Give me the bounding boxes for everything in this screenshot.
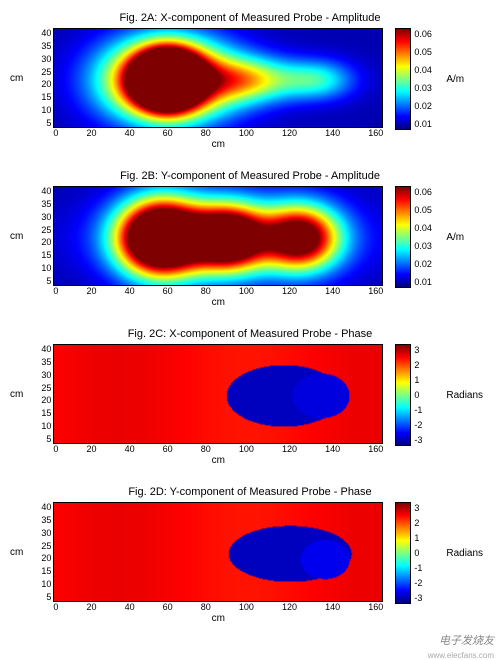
heatmap <box>53 502 383 602</box>
panel-title: Fig. 2D: Y-component of Measured Probe -… <box>10 486 490 498</box>
y-axis-ticks: 403530252015105 <box>25 502 53 602</box>
x-axis-label: cm <box>53 139 383 150</box>
x-axis-ticks: 020406080100120140160 <box>53 128 383 138</box>
panel-title: Fig. 2B: Y-component of Measured Probe -… <box>10 170 490 182</box>
y-axis-label: cm <box>10 231 23 242</box>
colorbar-ticks: 3210-1-2-3 <box>414 503 442 603</box>
y-axis-ticks: 403530252015105 <box>25 186 53 286</box>
y-axis-ticks: 403530252015105 <box>25 344 53 444</box>
panel-title: Fig. 2C: X-component of Measured Probe -… <box>10 328 490 340</box>
x-axis-label: cm <box>53 297 383 308</box>
x-axis-label: cm <box>53 613 383 624</box>
colorbar-ticks: 0.060.050.040.030.020.01 <box>414 29 442 129</box>
colorbar-unit: Radians <box>446 390 483 401</box>
panel-title: Fig. 2A: X-component of Measured Probe -… <box>10 12 490 24</box>
y-axis-label: cm <box>10 73 23 84</box>
x-axis-ticks: 020406080100120140160 <box>53 602 383 612</box>
colorbar-unit: Radians <box>446 548 483 559</box>
colorbar-unit: A/m <box>446 74 464 85</box>
panel-D: Fig. 2D: Y-component of Measured Probe -… <box>10 486 490 624</box>
heatmap <box>53 186 383 286</box>
watermark-url: www.elecfans.com <box>428 651 494 660</box>
y-axis-ticks: 403530252015105 <box>25 28 53 128</box>
panel-B: Fig. 2B: Y-component of Measured Probe -… <box>10 170 490 308</box>
panel-C: Fig. 2C: X-component of Measured Probe -… <box>10 328 490 466</box>
colorbar-unit: A/m <box>446 232 464 243</box>
panel-A: Fig. 2A: X-component of Measured Probe -… <box>10 12 490 150</box>
colorbar <box>395 186 411 288</box>
colorbar <box>395 502 411 604</box>
colorbar <box>395 28 411 130</box>
colorbar-ticks: 0.060.050.040.030.020.01 <box>414 187 442 287</box>
y-axis-label: cm <box>10 389 23 400</box>
heatmap <box>53 344 383 444</box>
x-axis-ticks: 020406080100120140160 <box>53 444 383 454</box>
colorbar <box>395 344 411 446</box>
colorbar-ticks: 3210-1-2-3 <box>414 345 442 445</box>
heatmap <box>53 28 383 128</box>
y-axis-label: cm <box>10 547 23 558</box>
watermark-logo: 电子发烧友 <box>439 632 494 648</box>
x-axis-ticks: 020406080100120140160 <box>53 286 383 296</box>
x-axis-label: cm <box>53 455 383 466</box>
